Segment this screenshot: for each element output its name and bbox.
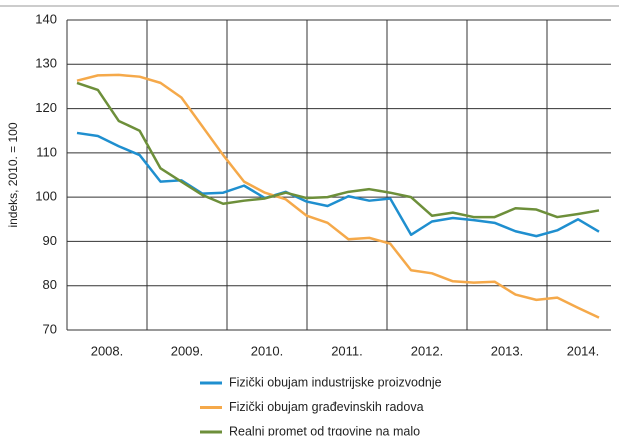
y-tick-label: 100	[35, 189, 57, 204]
x-tick-label: 2014.	[567, 343, 600, 358]
x-tick-label: 2011.	[331, 343, 363, 358]
y-tick-label: 110	[36, 144, 57, 159]
legend-label: Realni promet od trgovine na malo	[229, 424, 420, 436]
y-tick-label: 140	[35, 11, 57, 26]
x-tick-label: 2010.	[251, 343, 284, 358]
data-line	[76, 73, 600, 319]
legend-label: Fizički obujam građevinskih radova	[229, 400, 424, 414]
x-tick-label: 2013.	[491, 343, 524, 358]
y-tick-label: 130	[35, 56, 57, 71]
x-tick-label: 2012.	[411, 343, 444, 358]
y-axis-label: indeks, 2010. = 100	[6, 122, 20, 227]
legend-label: Fizički obujam industrijske proizvodnje	[229, 375, 442, 389]
x-tick-label: 2009.	[171, 343, 204, 358]
data-line	[76, 81, 600, 219]
y-tick-label: 90	[43, 233, 57, 248]
y-tick-label: 120	[35, 100, 57, 115]
y-tick-label: 70	[43, 321, 57, 336]
x-tick-label: 2008.	[91, 343, 124, 358]
data-line	[76, 131, 600, 238]
y-tick-label: 80	[43, 277, 57, 292]
